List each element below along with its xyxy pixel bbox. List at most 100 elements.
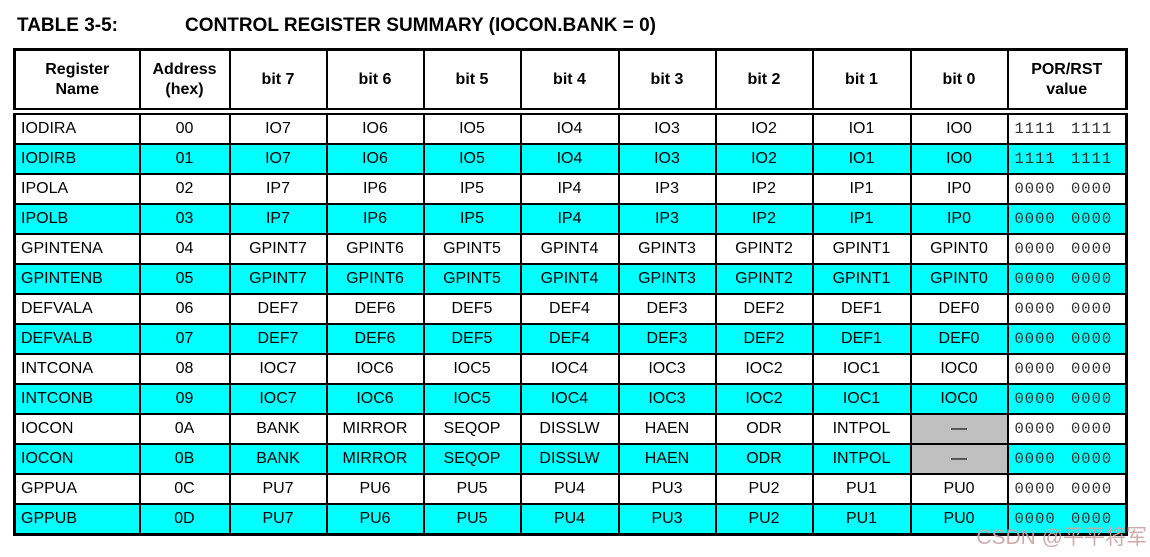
table-row: INTCONA 08 IOC7 IOC6 IOC5 IOC4 IOC3 IOC2… [13,353,1128,385]
bit6-cell: DEF6 [325,323,425,355]
table-row: IPOLA 02 IP7 IP6 IP5 IP4 IP3 IP2 IP1 IP0… [13,173,1128,205]
address-cell: 0B [138,443,231,475]
bit2-cell: GPINT2 [714,263,814,295]
por-rst-value-cell: 0000 0000 [1006,353,1128,385]
por-rst-value-cell: 1111 1111 [1006,110,1128,145]
bit1-cell: INTPOL [811,413,912,445]
por-rst-value-cell: 0000 0000 [1006,173,1128,205]
address-cell: 01 [138,143,231,175]
bit4-cell: IP4 [519,203,620,235]
bit6-cell: MIRROR [325,443,425,475]
col-header-bit0: bit 0 [909,48,1009,115]
table-number: TABLE 3-5: [17,15,118,36]
bit2-cell: DEF2 [714,293,814,325]
bit3-cell: IOC3 [617,383,717,415]
bit3-cell: GPINT3 [617,233,717,265]
bit5-cell: PU5 [422,473,522,505]
bit7-cell: BANK [228,443,328,475]
bit4-cell: PU4 [519,503,620,536]
bit5-cell: PU5 [422,503,522,536]
bit2-cell: DEF2 [714,323,814,355]
bit5-cell: SEQOP [422,443,522,475]
bit7-cell: IOC7 [228,353,328,385]
bit4-cell: IO4 [519,110,620,145]
bit7-cell: IP7 [228,203,328,235]
bit7-cell: PU7 [228,503,328,536]
table-body: IODIRA 00 IO7 IO6 IO5 IO4 IO3 IO2 IO1 IO… [13,110,1128,536]
bit5-cell: IP5 [422,203,522,235]
bit4-cell: IOC4 [519,353,620,385]
bit5-cell: IOC5 [422,353,522,385]
register-name-cell: INTCONB [13,383,141,415]
bit3-cell: PU3 [617,503,717,536]
bit1-cell: PU1 [811,503,912,536]
bit6-cell: MIRROR [325,413,425,445]
table-row: IODIRA 00 IO7 IO6 IO5 IO4 IO3 IO2 IO1 IO… [13,110,1128,145]
bit6-cell: GPINT6 [325,233,425,265]
por-rst-value-cell: 0000 0000 [1006,443,1128,475]
address-cell: 07 [138,323,231,355]
address-cell: 0D [138,503,231,536]
bit2-cell: IP2 [714,173,814,205]
bit6-cell: PU6 [325,503,425,536]
col-header-register-name: Register Name [13,48,141,115]
table-row: IOCON 0B BANK MIRROR SEQOP DISSLW HAEN O… [13,443,1128,475]
bit1-cell: IP1 [811,203,912,235]
bit1-cell: DEF1 [811,323,912,355]
bit0-cell: IO0 [909,110,1009,145]
header-row: Register Name Address (hex) bit 7 bit 6 … [13,48,1128,115]
bit5-cell: IO5 [422,143,522,175]
bit0-cell: PU0 [909,473,1009,505]
table-row: GPINTENB 05 GPINT7 GPINT6 GPINT5 GPINT4 … [13,263,1128,295]
bit0-cell: IO0 [909,143,1009,175]
bit7-cell: GPINT7 [228,233,328,265]
bit5-cell: DEF5 [422,323,522,355]
bit5-cell: DEF5 [422,293,522,325]
por-rst-value-cell: 0000 0000 [1006,503,1128,536]
table-row: IODIRB 01 IO7 IO6 IO5 IO4 IO3 IO2 IO1 IO… [13,143,1128,175]
table-row: GPINTENA 04 GPINT7 GPINT6 GPINT5 GPINT4 … [13,233,1128,265]
bit3-cell: PU3 [617,473,717,505]
bit3-cell: HAEN [617,413,717,445]
por-rst-value-cell: 0000 0000 [1006,383,1128,415]
bit2-cell: ODR [714,443,814,475]
bit1-cell: IO1 [811,143,912,175]
register-name-cell: IPOLB [13,203,141,235]
por-rst-value-cell: 0000 0000 [1006,293,1128,325]
table-title: TABLE 3-5: CONTROL REGISTER SUMMARY (IOCO… [17,15,656,37]
bit2-cell: IO2 [714,143,814,175]
bit6-cell: PU6 [325,473,425,505]
register-name-cell: IPOLA [13,173,141,205]
register-name-cell: IODIRA [13,110,141,145]
bit0-cell: PU0 [909,503,1009,536]
register-name-cell: INTCONA [13,353,141,385]
bit0-cell: IOC0 [909,353,1009,385]
bit7-cell: IP7 [228,173,328,205]
bit4-cell: GPINT4 [519,233,620,265]
col-header-bit6: bit 6 [325,48,425,115]
table-row: GPPUA 0C PU7 PU6 PU5 PU4 PU3 PU2 PU1 PU0… [13,473,1128,505]
bit1-cell: IOC1 [811,383,912,415]
col-header-bit4: bit 4 [519,48,620,115]
bit6-cell: IO6 [325,143,425,175]
bit7-cell: BANK [228,413,328,445]
register-name-cell: DEFVALA [13,293,141,325]
bit2-cell: IOC2 [714,353,814,385]
address-cell: 0A [138,413,231,445]
bit7-cell: PU7 [228,473,328,505]
bit3-cell: IO3 [617,110,717,145]
bit5-cell: GPINT5 [422,233,522,265]
table-row: DEFVALB 07 DEF7 DEF6 DEF5 DEF4 DEF3 DEF2… [13,323,1128,355]
address-cell: 05 [138,263,231,295]
por-rst-value-cell: 0000 0000 [1006,203,1128,235]
bit5-cell: IP5 [422,173,522,205]
bit2-cell: PU2 [714,503,814,536]
col-header-bit3: bit 3 [617,48,717,115]
register-name-cell: GPPUB [13,503,141,536]
bit3-cell: DEF3 [617,323,717,355]
bit4-cell: GPINT4 [519,263,620,295]
bit1-cell: GPINT1 [811,263,912,295]
address-cell: 03 [138,203,231,235]
bit3-cell: HAEN [617,443,717,475]
bit1-cell: GPINT1 [811,233,912,265]
